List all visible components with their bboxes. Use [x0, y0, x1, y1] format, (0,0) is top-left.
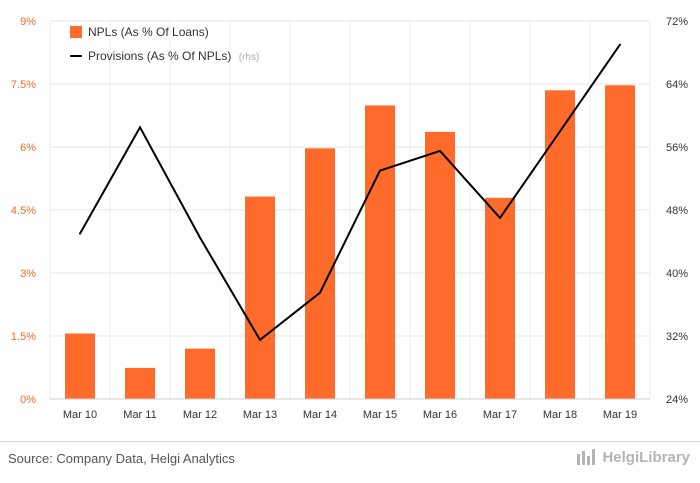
- left-axis-tick-label: 1.5%: [11, 331, 36, 343]
- logo-text: HelgiLibrary: [602, 448, 690, 466]
- x-axis-tick-label: Mar 18: [543, 409, 577, 421]
- npl-bar-mar-13: [245, 196, 275, 399]
- npl-bar-mar-15: [365, 105, 395, 400]
- legend-label-provisions-name: Provisions (As % Of NPLs): [88, 49, 231, 63]
- helgi-library-logo: HelgiLibrary: [576, 448, 690, 466]
- x-axis-tick-label: Mar 17: [483, 409, 517, 421]
- x-axis-tick-label: Mar 15: [363, 409, 397, 421]
- legend-label-npl: NPLs (As % Of Loans): [88, 25, 209, 39]
- provisions-point-mar-18: [559, 130, 561, 133]
- left-axis-tick-label: 9%: [20, 16, 36, 28]
- footer-divider: [0, 441, 700, 442]
- right-axis-tick-label: 48%: [666, 205, 688, 217]
- npl-bar-mar-12: [185, 348, 215, 399]
- right-axis-tick-label: 64%: [666, 79, 688, 91]
- x-axis-tick-label: Mar 12: [183, 409, 217, 421]
- legend-swatch-npl: [70, 26, 82, 38]
- npl-provisions-chart: 0% 1.5% 3% 4.5% 6% 7.5% 9% 24% 32% 40% 48% 56% 64% 72…: [11, 16, 688, 421]
- npl-bar-mar-11: [125, 367, 155, 399]
- provisions-point-mar-16: [439, 149, 441, 152]
- left-axis-tick-label: 0%: [20, 394, 36, 406]
- grid-layer: [49, 20, 651, 399]
- x-axis-tick-label: Mar 11: [123, 409, 156, 421]
- provisions-point-mar-19: [619, 43, 621, 46]
- right-axis-tick-label: 56%: [666, 142, 688, 154]
- right-axis-tick-label: 72%: [666, 16, 688, 28]
- x-axis-tick-label: Mar 16: [423, 409, 457, 421]
- bars-layer: [65, 85, 635, 400]
- left-axis-tick-label: 7.5%: [11, 79, 36, 91]
- legend-label-provisions: Provisions (As % Of NPLs) (rhs): [88, 49, 259, 63]
- x-axis-tick-label: Mar 10: [63, 409, 97, 421]
- provisions-point-mar-11: [139, 126, 141, 129]
- provisions-point-mar-13: [259, 338, 261, 341]
- library-icon: [577, 449, 596, 465]
- provisions-point-mar-12: [199, 236, 201, 239]
- npl-bar-mar-18: [545, 90, 575, 400]
- left-axis-tick-label: 4.5%: [11, 205, 36, 217]
- npl-bar-mar-17: [485, 197, 515, 399]
- x-axis-tick-label: Mar 14: [303, 409, 337, 421]
- source-note: Source: Company Data, Helgi Analytics: [8, 451, 235, 466]
- provisions-point-mar-14: [319, 291, 321, 294]
- line-layer: [79, 43, 621, 342]
- left-axis-tick-label: 3%: [20, 268, 36, 280]
- npl-bar-mar-19: [605, 85, 635, 399]
- provisions-point-mar-15: [379, 169, 381, 172]
- legend: NPLs (As % Of Loans) Provisions (As % Of…: [70, 25, 259, 63]
- x-axis-tick-label: Mar 13: [243, 409, 277, 421]
- npl-bar-mar-14: [305, 148, 335, 399]
- provisions-point-mar-17: [499, 216, 501, 219]
- legend-label-rhs-note: (rhs): [239, 52, 260, 63]
- right-axis-tick-label: 40%: [666, 268, 688, 280]
- right-axis-tick-label: 24%: [666, 394, 688, 406]
- npl-bar-mar-10: [65, 333, 95, 399]
- provisions-point-mar-10: [79, 232, 81, 235]
- provisions-line: [79, 44, 621, 342]
- x-axis-tick-label: Mar 19: [603, 409, 637, 421]
- right-axis-tick-label: 32%: [666, 331, 688, 343]
- left-axis-tick-label: 6%: [20, 142, 36, 154]
- axes-layer: 0% 1.5% 3% 4.5% 6% 7.5% 9% 24% 32% 40% 48% 56% 64% 72…: [11, 16, 688, 421]
- npl-bar-mar-16: [425, 131, 455, 399]
